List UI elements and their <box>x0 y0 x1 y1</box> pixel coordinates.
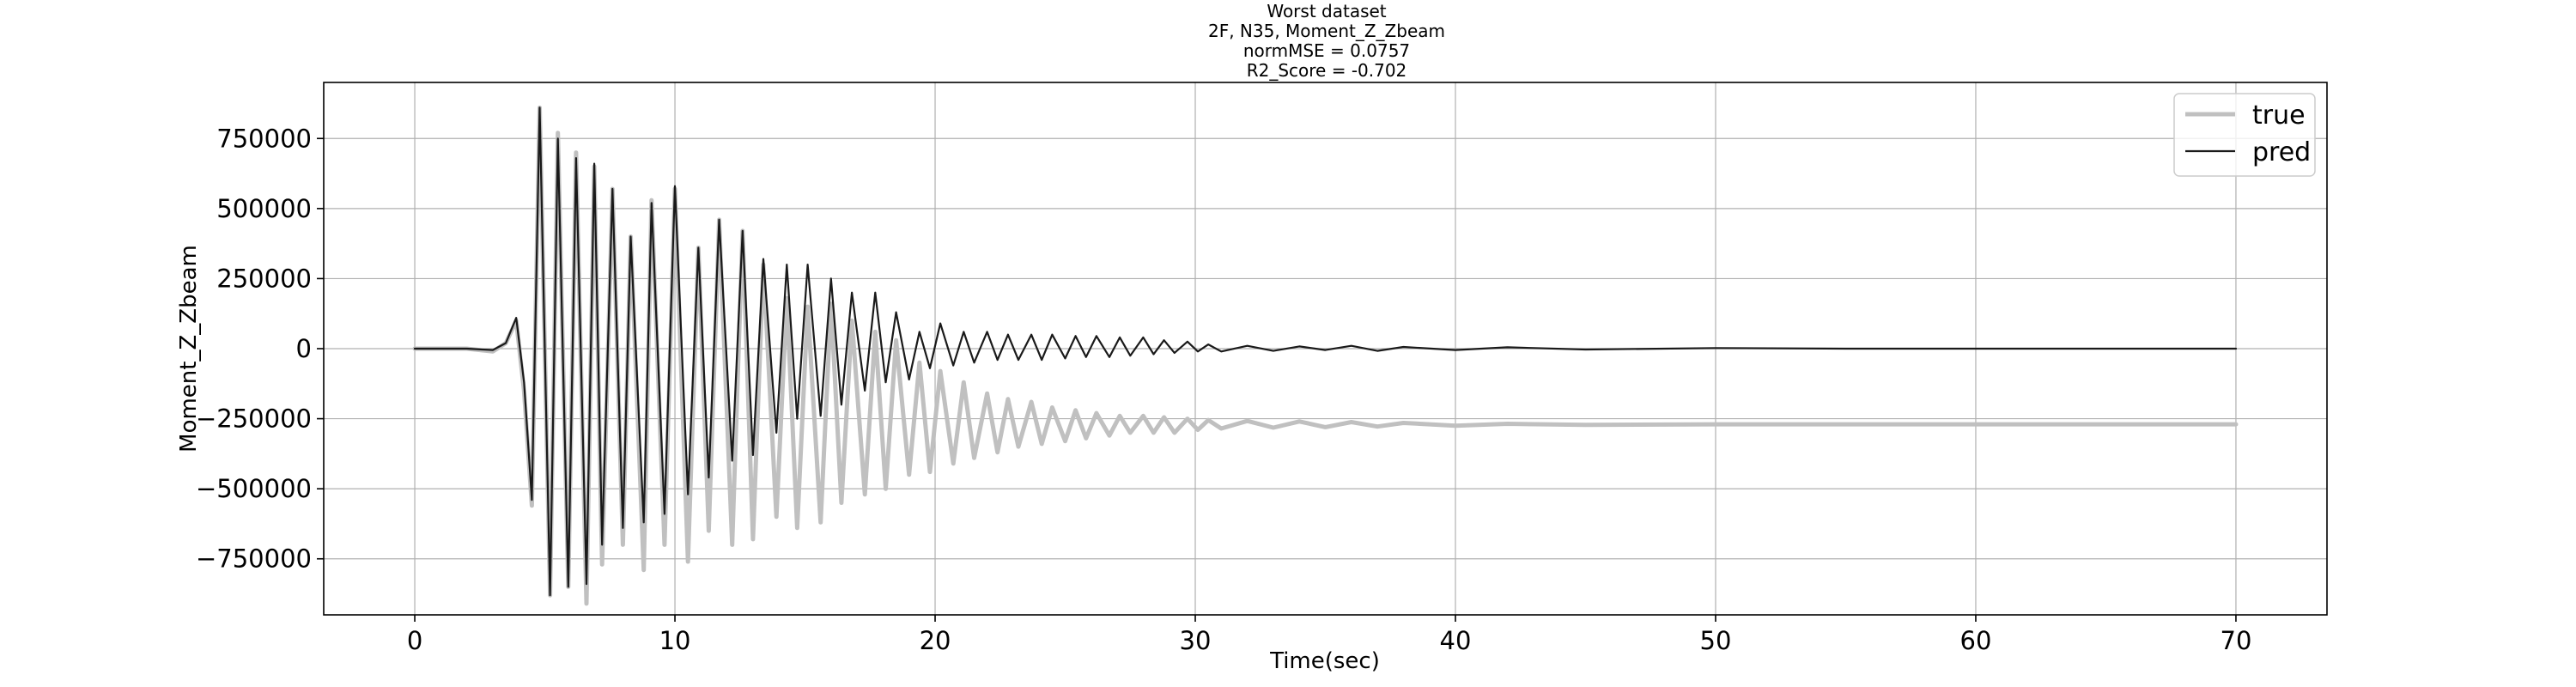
x-tick-label: 70 <box>2221 626 2252 655</box>
series-line-pred <box>413 106 2238 597</box>
axis-ticks: 0 10 20 30 40 50 60 70 −750000 −500000 −250000 0 250… <box>196 124 2251 655</box>
y-tick-label: 250000 <box>216 264 312 293</box>
x-tick-label: 0 <box>407 626 422 655</box>
title-line: 2F, N35, Moment_Z_Zbeam <box>1208 21 1445 41</box>
legend-label-true: true <box>2252 100 2306 131</box>
legend: true pred <box>2173 93 2316 177</box>
title-line: normMSE = 0.0757 <box>1243 40 1410 61</box>
series-line-true <box>412 105 2239 606</box>
x-tick-label: 20 <box>920 626 951 655</box>
y-tick-label: 0 <box>296 334 312 363</box>
y-axis-label: Moment_Z_Zbeam <box>176 245 202 453</box>
chart-title: Worst dataset 2F, N35, Moment_Z_Zbeam no… <box>1208 1 1445 81</box>
y-tick-label: 500000 <box>216 194 312 223</box>
y-tick-label: −500000 <box>196 474 312 503</box>
x-tick-label: 40 <box>1440 626 1472 655</box>
plot-series <box>412 105 2239 606</box>
x-tick-label: 60 <box>1960 626 1992 655</box>
x-axis-label: Time(sec) <box>1269 648 1380 674</box>
y-tick-label: 750000 <box>216 124 312 153</box>
y-tick-label: −750000 <box>196 544 312 574</box>
x-tick-label: 10 <box>659 626 691 655</box>
x-tick-label: 30 <box>1180 626 1212 655</box>
title-line: R2_Score = -0.702 <box>1247 60 1407 81</box>
x-tick-label: 50 <box>1700 626 1732 655</box>
y-tick-label: −250000 <box>196 404 312 434</box>
title-line: Worst dataset <box>1267 1 1386 21</box>
legend-label-pred: pred <box>2252 137 2311 167</box>
